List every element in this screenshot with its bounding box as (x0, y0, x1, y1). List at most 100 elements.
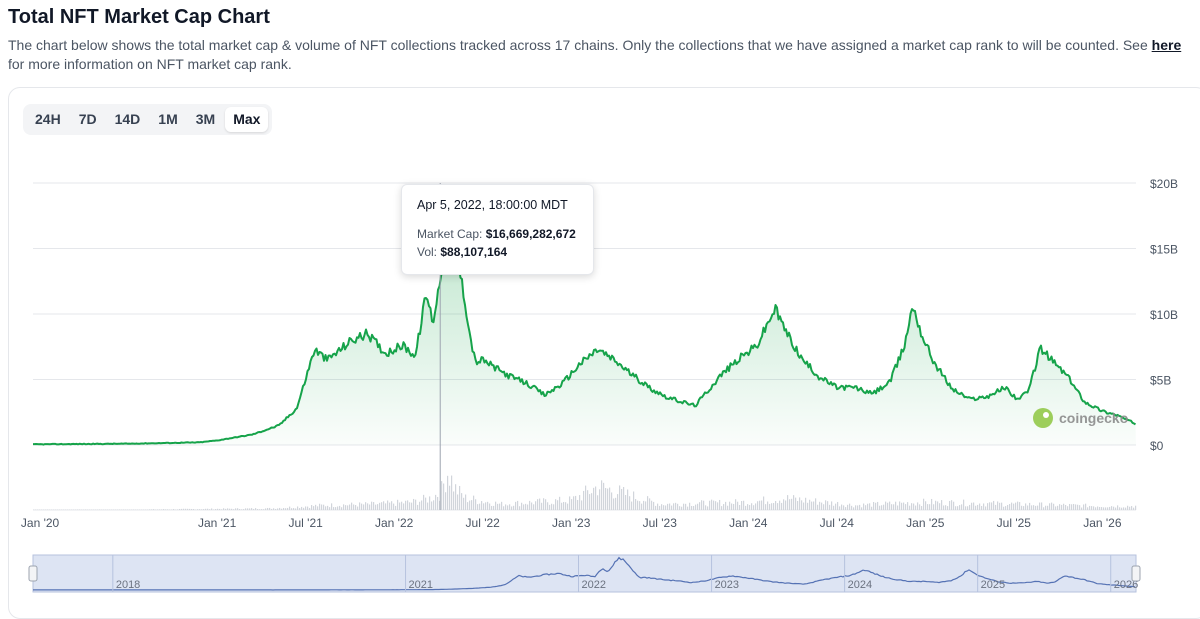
volume-bar (339, 505, 341, 510)
volume-bar (215, 509, 217, 510)
tab-24h[interactable]: 24H (35, 111, 61, 127)
volume-bar (559, 496, 561, 510)
volume-bar (71, 509, 73, 510)
volume-bar (537, 499, 539, 510)
volume-bar (555, 499, 557, 510)
volume-bar (1051, 502, 1053, 510)
volume-bar (523, 504, 525, 510)
volume-bar (69, 509, 71, 510)
volume-bar (653, 501, 655, 510)
volume-bar (1027, 505, 1029, 510)
volume-bar (33, 509, 35, 510)
volume-bar (987, 503, 989, 510)
here-link[interactable]: here (1151, 37, 1182, 53)
volume-bar (319, 503, 321, 510)
volume-bar (369, 504, 371, 510)
volume-bar (717, 502, 719, 510)
volume-bar (1123, 507, 1125, 510)
volume-bar (395, 505, 397, 510)
volume-bar (37, 509, 39, 510)
page-description: The chart below shows the total market c… (8, 36, 1193, 74)
volume-bar (995, 504, 997, 510)
volume-bar (683, 503, 685, 510)
volume-bar (401, 501, 403, 510)
volume-bar (341, 507, 343, 510)
volume-bar (321, 504, 323, 510)
volume-bar (87, 509, 89, 510)
volume-bar (173, 509, 175, 510)
volume-bar (749, 504, 751, 510)
volume-bar (503, 506, 505, 510)
volume-bar (893, 504, 895, 510)
volume-bar (127, 509, 129, 510)
x-tick-label: Jan '26 (1083, 516, 1122, 530)
volume-bar (601, 480, 603, 510)
volume-bar (421, 500, 423, 510)
volume-bar (367, 503, 369, 510)
volume-bar (803, 502, 805, 510)
volume-bar (115, 509, 117, 510)
volume-bar (541, 502, 543, 510)
volume-bar (235, 508, 237, 510)
volume-bar (765, 504, 767, 510)
tab-7d[interactable]: 7D (78, 111, 97, 127)
volume-bar (141, 509, 143, 510)
volume-bar (931, 498, 933, 510)
volume-bar (935, 500, 937, 510)
volume-bar (491, 505, 493, 510)
x-tick-label: Jan '22 (375, 516, 414, 530)
volume-bar (423, 494, 425, 510)
volume-bar (315, 504, 317, 510)
volume-bar (901, 502, 903, 510)
volume-bar (641, 503, 643, 510)
volume-bar (611, 492, 613, 510)
volume-bar (279, 507, 281, 510)
volume-bar (569, 496, 571, 510)
volume-bar (105, 509, 107, 510)
volume-bar (1069, 503, 1071, 510)
volume-bar (377, 504, 379, 510)
volume-bar (425, 497, 427, 510)
volume-bar (1059, 504, 1061, 510)
volume-bar (687, 506, 689, 510)
volume-bar (999, 502, 1001, 510)
tab-14d[interactable]: 14D (114, 111, 141, 127)
volume-bar (597, 495, 599, 510)
volume-bar (357, 506, 359, 510)
tab-1m[interactable]: 1M (158, 111, 178, 127)
volume-bar (695, 504, 697, 510)
volume-bar (691, 505, 693, 510)
volume-bar (1075, 504, 1077, 510)
volume-bar (299, 508, 301, 510)
navigator-handle-right[interactable] (1131, 565, 1141, 582)
volume-bar (163, 509, 165, 510)
description-text: The chart below shows the total market c… (8, 37, 1148, 53)
volume-bar (309, 507, 311, 510)
volume-bar (389, 502, 391, 510)
volume-bar (47, 509, 49, 510)
volume-bar (507, 505, 509, 510)
volume-bar (101, 509, 103, 510)
volume-bar (827, 501, 829, 510)
navigator-handle-left[interactable] (28, 565, 38, 582)
volume-bar (609, 487, 611, 510)
volume-bar (1007, 504, 1009, 510)
volume-bar (221, 509, 223, 510)
volume-bar (293, 508, 295, 510)
volume-bar (323, 504, 325, 510)
volume-bar (1127, 505, 1129, 510)
volume-bar (189, 508, 191, 510)
volume-bar (449, 485, 451, 510)
volume-bar (581, 500, 583, 510)
volume-bar (527, 504, 529, 510)
tab-max[interactable]: Max (225, 107, 269, 132)
volume-bar (291, 508, 293, 510)
volume-bar (937, 501, 939, 510)
volume-bar (391, 501, 393, 510)
volume-bar (151, 509, 153, 510)
tab-3m[interactable]: 3M (195, 111, 216, 127)
volume-bar (143, 509, 145, 510)
volume-bar (1109, 506, 1111, 510)
volume-bar (95, 509, 97, 510)
